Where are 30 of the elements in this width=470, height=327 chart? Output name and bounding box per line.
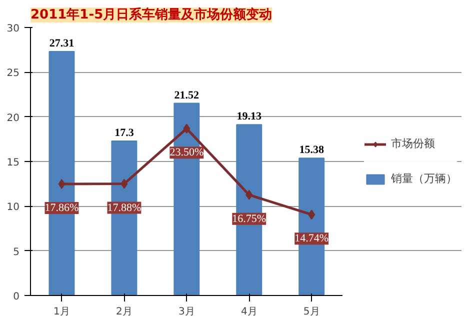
y-tick-label: 5 xyxy=(13,246,20,258)
y-tick-label: 10 xyxy=(6,202,20,214)
data-label: 27.31 xyxy=(49,38,74,50)
point xyxy=(58,178,66,189)
x-tick-label: 2月 xyxy=(116,306,132,318)
chart-title: 2011年1-5月日系车销量及市场份额变动 xyxy=(30,6,272,22)
data-label: 16.75% xyxy=(232,212,266,225)
y-tick-label: 20 xyxy=(6,112,20,124)
x-tick-label: 3月 xyxy=(178,306,195,318)
data-label: 17.3 xyxy=(114,126,134,139)
point xyxy=(308,210,316,220)
y-tick-label: 25 xyxy=(6,68,20,80)
y-tick-label: 30 xyxy=(6,24,20,34)
data-label: 14.74% xyxy=(294,232,329,245)
point xyxy=(183,124,190,134)
x-tick-label: 4月 xyxy=(240,306,258,318)
y-tick-label: 0 xyxy=(13,292,20,302)
data-label: 17.88% xyxy=(107,202,142,214)
legend-label: 市场份额 xyxy=(391,136,435,151)
data-label: 23.50% xyxy=(170,146,204,159)
point xyxy=(120,178,128,189)
data-label: 15.38 xyxy=(299,144,324,156)
legend-label: 销量（万辆） xyxy=(391,171,457,186)
data-label: 17.86% xyxy=(44,202,79,214)
point xyxy=(246,190,253,200)
x-tick-label: 5月 xyxy=(303,306,320,318)
x-tick-label: 1月 xyxy=(54,306,70,318)
y-tick-label: 15 xyxy=(6,158,20,168)
data-label: 19.13 xyxy=(236,110,262,123)
data-label: 21.52 xyxy=(174,89,200,102)
